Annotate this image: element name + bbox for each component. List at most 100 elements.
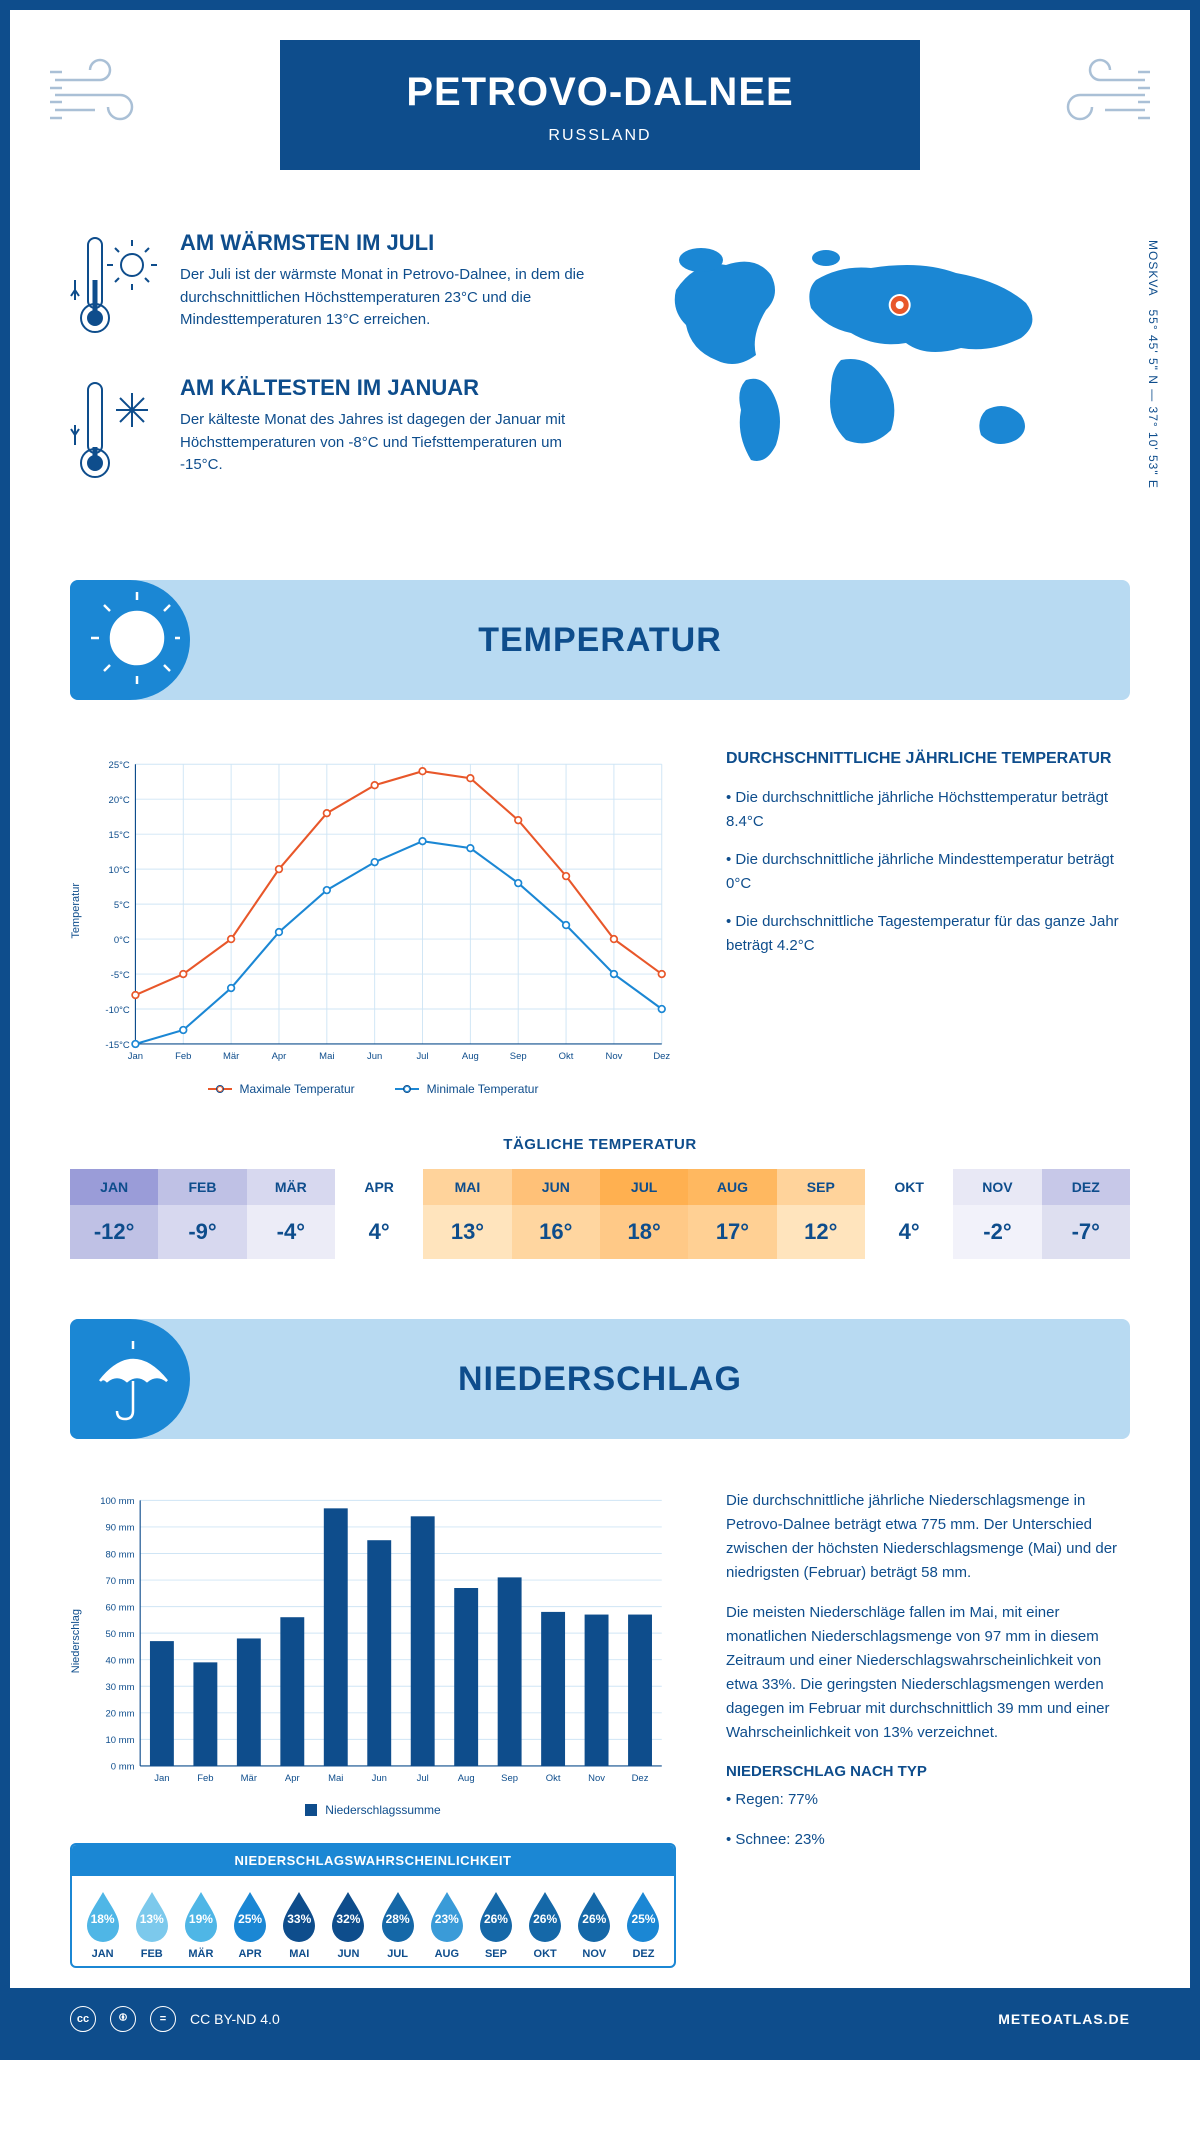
svg-text:Nov: Nov [588, 1774, 605, 1785]
svg-text:15°C: 15°C [109, 830, 130, 841]
daily-month: AUG [688, 1169, 776, 1205]
svg-text:90 mm: 90 mm [106, 1523, 135, 1534]
temperature-summary: DURCHSCHNITTLICHE JÄHRLICHE TEMPERATUR •… [726, 750, 1130, 1096]
page-subtitle: RUSSLAND [280, 127, 920, 145]
daily-value: 4° [865, 1205, 953, 1259]
temperature-chart: Temperatur -15°C-10°C-5°C0°C5°C10°C15°C2… [70, 750, 676, 1096]
svg-text:20 mm: 20 mm [106, 1709, 135, 1720]
svg-text:20°C: 20°C [109, 795, 130, 806]
prob-cell: 18%JAN [78, 1890, 127, 1960]
legend-item: Maximale Temperatur [208, 1082, 355, 1096]
prob-cell: 19%MÄR [176, 1890, 225, 1960]
daily-value: -2° [953, 1205, 1041, 1259]
svg-text:Jul: Jul [417, 1774, 429, 1785]
svg-text:Jan: Jan [128, 1051, 143, 1062]
daily-temperature: TÄGLICHE TEMPERATUR JANFEBMÄRAPRMAIJUNJU… [10, 1116, 1190, 1299]
svg-text:Okt: Okt [546, 1774, 561, 1785]
cc-icon: cc [70, 2006, 96, 2032]
daily-month: JUN [512, 1169, 600, 1205]
svg-text:100 mm: 100 mm [100, 1497, 134, 1508]
prob-cell: 13%FEB [127, 1890, 176, 1960]
svg-text:Jan: Jan [154, 1774, 169, 1785]
site-name: METEOATLAS.DE [998, 2011, 1130, 2027]
world-map [646, 230, 1131, 485]
svg-text:Mai: Mai [319, 1051, 334, 1062]
temp-bullet: • Die durchschnittliche jährliche Höchst… [726, 786, 1130, 834]
svg-text:0 mm: 0 mm [111, 1762, 135, 1773]
license-text: CC BY-ND 4.0 [190, 2011, 280, 2027]
temp-bullet: • Die durchschnittliche Tagestemperatur … [726, 910, 1130, 958]
precip-bytype-heading: NIEDERSCHLAG NACH TYP [726, 1763, 1130, 1780]
umbrella-icon [85, 1329, 180, 1429]
precip-rain: • Regen: 77% [726, 1788, 1130, 1812]
warmest-heading: AM WÄRMSTEN IM JULI [180, 230, 606, 256]
daily-month: JAN [70, 1169, 158, 1205]
precip-legend: Niederschlagssumme [305, 1803, 440, 1817]
svg-text:Sep: Sep [510, 1051, 527, 1062]
daily-value: 18° [600, 1205, 688, 1259]
daily-value: -12° [70, 1205, 158, 1259]
svg-text:Jun: Jun [367, 1051, 382, 1062]
svg-text:70 mm: 70 mm [106, 1576, 135, 1587]
svg-text:Jul: Jul [416, 1051, 428, 1062]
coldest-fact: AM KÄLTESTEN IM JANUAR Der kälteste Mona… [70, 375, 606, 490]
precipitation-chart: Niederschlag 0 mm10 mm20 mm30 mm40 mm50 … [70, 1489, 676, 1792]
svg-text:Nov: Nov [605, 1051, 622, 1062]
svg-text:Feb: Feb [175, 1051, 191, 1062]
temperature-section-header: TEMPERATUR [70, 580, 1130, 700]
svg-text:Apr: Apr [285, 1774, 300, 1785]
prob-heading: NIEDERSCHLAGSWAHRSCHEINLICHKEIT [72, 1845, 674, 1876]
svg-text:80 mm: 80 mm [106, 1550, 135, 1561]
svg-text:Dez: Dez [653, 1051, 670, 1062]
daily-month: DEZ [1042, 1169, 1130, 1205]
daily-value: 12° [777, 1205, 865, 1259]
svg-text:0°C: 0°C [114, 935, 130, 946]
svg-text:-5°C: -5°C [111, 970, 130, 981]
daily-month: FEB [158, 1169, 246, 1205]
precip-snow: • Schnee: 23% [726, 1828, 1130, 1852]
precipitation-text: Die durchschnittliche jährliche Niedersc… [726, 1489, 1130, 1967]
header-banner: PETROVO-DALNEE RUSSLAND [280, 40, 920, 170]
svg-text:Mär: Mär [241, 1774, 257, 1785]
wind-icon-right [1050, 50, 1150, 145]
svg-text:10 mm: 10 mm [106, 1736, 135, 1747]
daily-value: -9° [158, 1205, 246, 1259]
daily-month: NOV [953, 1169, 1041, 1205]
warmest-fact: AM WÄRMSTEN IM JULI Der Juli ist der wär… [70, 230, 606, 345]
svg-text:Aug: Aug [462, 1051, 479, 1062]
svg-text:5°C: 5°C [114, 900, 130, 911]
daily-value: 4° [335, 1205, 423, 1259]
svg-text:Feb: Feb [197, 1774, 213, 1785]
daily-month: MÄR [247, 1169, 335, 1205]
svg-text:60 mm: 60 mm [106, 1603, 135, 1614]
svg-text:-10°C: -10°C [105, 1005, 129, 1016]
precip-text1: Die durchschnittliche jährliche Niedersc… [726, 1489, 1130, 1585]
svg-text:Mai: Mai [328, 1774, 343, 1785]
daily-value: -4° [247, 1205, 335, 1259]
precipitation-title: NIEDERSCHLAG [458, 1360, 742, 1399]
precipitation-probability: NIEDERSCHLAGSWAHRSCHEINLICHKEIT 18%JAN13… [70, 1843, 676, 1968]
nd-icon: = [150, 2006, 176, 2032]
header: PETROVO-DALNEE RUSSLAND [10, 10, 1190, 210]
coldest-heading: AM KÄLTESTEN IM JANUAR [180, 375, 606, 401]
precipitation-section-header: NIEDERSCHLAG [70, 1319, 1130, 1439]
svg-text:Mär: Mär [223, 1051, 239, 1062]
daily-value: 16° [512, 1205, 600, 1259]
by-icon: 🅯 [110, 2006, 136, 2032]
daily-value: -7° [1042, 1205, 1130, 1259]
daily-month: JUL [600, 1169, 688, 1205]
daily-month: SEP [777, 1169, 865, 1205]
sun-icon [85, 590, 180, 690]
svg-text:Okt: Okt [559, 1051, 574, 1062]
svg-text:50 mm: 50 mm [106, 1629, 135, 1640]
daily-month: MAI [423, 1169, 511, 1205]
thermometer-hot-icon [70, 230, 160, 345]
wind-icon-left [50, 50, 150, 145]
page-title: PETROVO-DALNEE [280, 70, 920, 115]
thermometer-cold-icon [70, 375, 160, 490]
svg-text:40 mm: 40 mm [106, 1656, 135, 1667]
coldest-text: Der kälteste Monat des Jahres ist dagege… [180, 409, 606, 477]
svg-text:Apr: Apr [272, 1051, 287, 1062]
prob-cell: 32%JUN [324, 1890, 373, 1960]
legend-item: Minimale Temperatur [395, 1082, 539, 1096]
